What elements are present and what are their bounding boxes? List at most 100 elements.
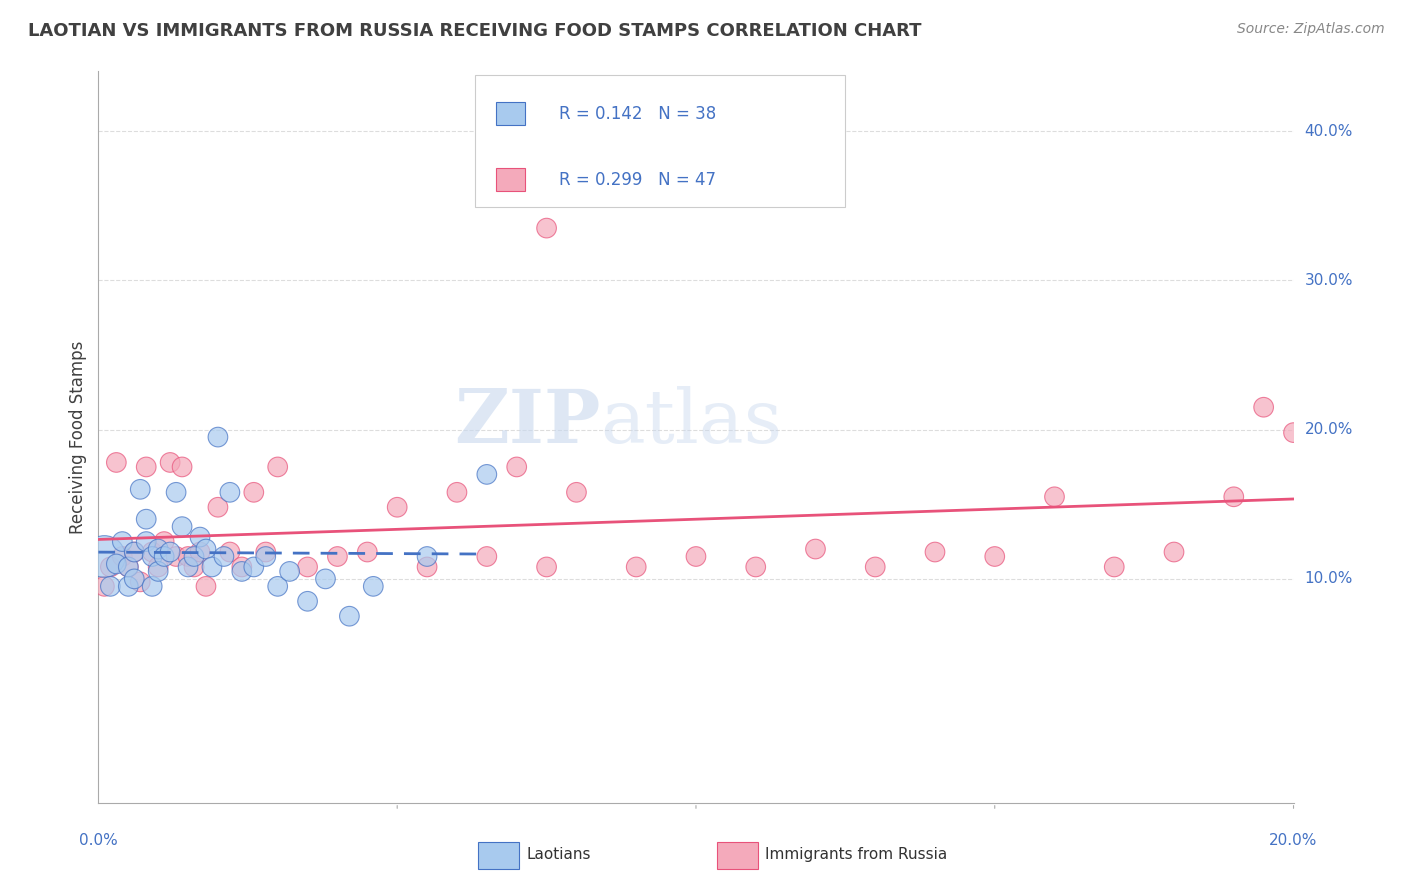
Point: [363, 579, 385, 593]
Point: [416, 560, 439, 574]
Point: [1043, 490, 1066, 504]
Point: [159, 545, 181, 559]
Point: [1282, 425, 1305, 440]
Point: [1223, 490, 1246, 504]
Point: [207, 500, 229, 515]
Point: [105, 455, 128, 469]
Point: [153, 549, 176, 564]
Point: [111, 534, 134, 549]
Text: 10.0%: 10.0%: [1305, 572, 1353, 586]
Text: Source: ZipAtlas.com: Source: ZipAtlas.com: [1237, 22, 1385, 37]
Point: [475, 467, 498, 482]
Point: [188, 545, 211, 559]
Text: ZIP: ZIP: [454, 386, 600, 459]
Point: [804, 542, 827, 557]
Point: [254, 549, 277, 564]
Point: [111, 549, 134, 564]
Text: R = 0.299   N = 47: R = 0.299 N = 47: [558, 170, 716, 188]
Point: [93, 549, 115, 564]
Point: [745, 560, 768, 574]
Point: [326, 549, 349, 564]
Point: [117, 560, 139, 574]
Point: [446, 485, 468, 500]
Point: [315, 572, 337, 586]
Point: [219, 545, 242, 559]
Point: [278, 565, 301, 579]
Point: [201, 560, 224, 574]
Text: 20.0%: 20.0%: [1270, 833, 1317, 848]
Point: [148, 565, 170, 579]
FancyBboxPatch shape: [496, 102, 524, 126]
Point: [207, 430, 229, 444]
Point: [254, 545, 277, 559]
Point: [297, 594, 319, 608]
Point: [129, 574, 152, 589]
Text: atlas: atlas: [600, 386, 783, 459]
Point: [105, 557, 128, 571]
Point: [135, 534, 157, 549]
Point: [124, 572, 146, 586]
Point: [506, 459, 529, 474]
Point: [135, 512, 157, 526]
FancyBboxPatch shape: [717, 842, 758, 869]
Point: [153, 534, 176, 549]
Point: [339, 609, 360, 624]
Point: [685, 549, 707, 564]
Point: [177, 560, 200, 574]
Point: [1163, 545, 1185, 559]
Point: [536, 560, 558, 574]
Point: [536, 221, 558, 235]
Point: [219, 485, 242, 500]
Point: [267, 459, 290, 474]
Point: [212, 549, 235, 564]
Point: [141, 549, 163, 564]
Point: [98, 560, 122, 574]
Point: [194, 542, 218, 557]
Point: [231, 560, 253, 574]
Point: [124, 545, 146, 559]
Point: [243, 560, 266, 574]
Point: [93, 579, 115, 593]
Point: [297, 560, 319, 574]
Text: Immigrants from Russia: Immigrants from Russia: [765, 847, 948, 862]
Point: [356, 545, 378, 559]
Point: [565, 485, 588, 500]
Point: [183, 549, 205, 564]
Point: [172, 459, 194, 474]
Point: [983, 549, 1005, 564]
Text: R = 0.142   N = 38: R = 0.142 N = 38: [558, 104, 716, 123]
Point: [98, 579, 122, 593]
Point: [135, 459, 157, 474]
Point: [231, 565, 253, 579]
Point: [177, 549, 200, 564]
Point: [1253, 401, 1275, 415]
Point: [267, 579, 290, 593]
Point: [243, 485, 266, 500]
Point: [148, 542, 170, 557]
Point: [165, 485, 187, 500]
Point: [924, 545, 946, 559]
FancyBboxPatch shape: [475, 75, 845, 207]
Text: LAOTIAN VS IMMIGRANTS FROM RUSSIA RECEIVING FOOD STAMPS CORRELATION CHART: LAOTIAN VS IMMIGRANTS FROM RUSSIA RECEIV…: [28, 22, 921, 40]
Point: [865, 560, 887, 574]
Point: [1104, 560, 1126, 574]
Point: [165, 549, 187, 564]
Point: [129, 483, 152, 497]
Point: [148, 560, 170, 574]
Point: [159, 455, 181, 469]
Point: [117, 579, 139, 593]
Point: [183, 560, 205, 574]
Point: [624, 560, 647, 574]
Text: 40.0%: 40.0%: [1305, 124, 1353, 138]
Point: [172, 519, 194, 533]
Text: 0.0%: 0.0%: [79, 833, 118, 848]
Point: [124, 545, 146, 559]
Point: [194, 579, 218, 593]
Text: 20.0%: 20.0%: [1305, 422, 1353, 437]
FancyBboxPatch shape: [478, 842, 519, 869]
Y-axis label: Receiving Food Stamps: Receiving Food Stamps: [69, 341, 87, 533]
Point: [475, 549, 498, 564]
Point: [141, 545, 163, 559]
Text: Laotians: Laotians: [526, 847, 591, 862]
Point: [117, 560, 139, 574]
